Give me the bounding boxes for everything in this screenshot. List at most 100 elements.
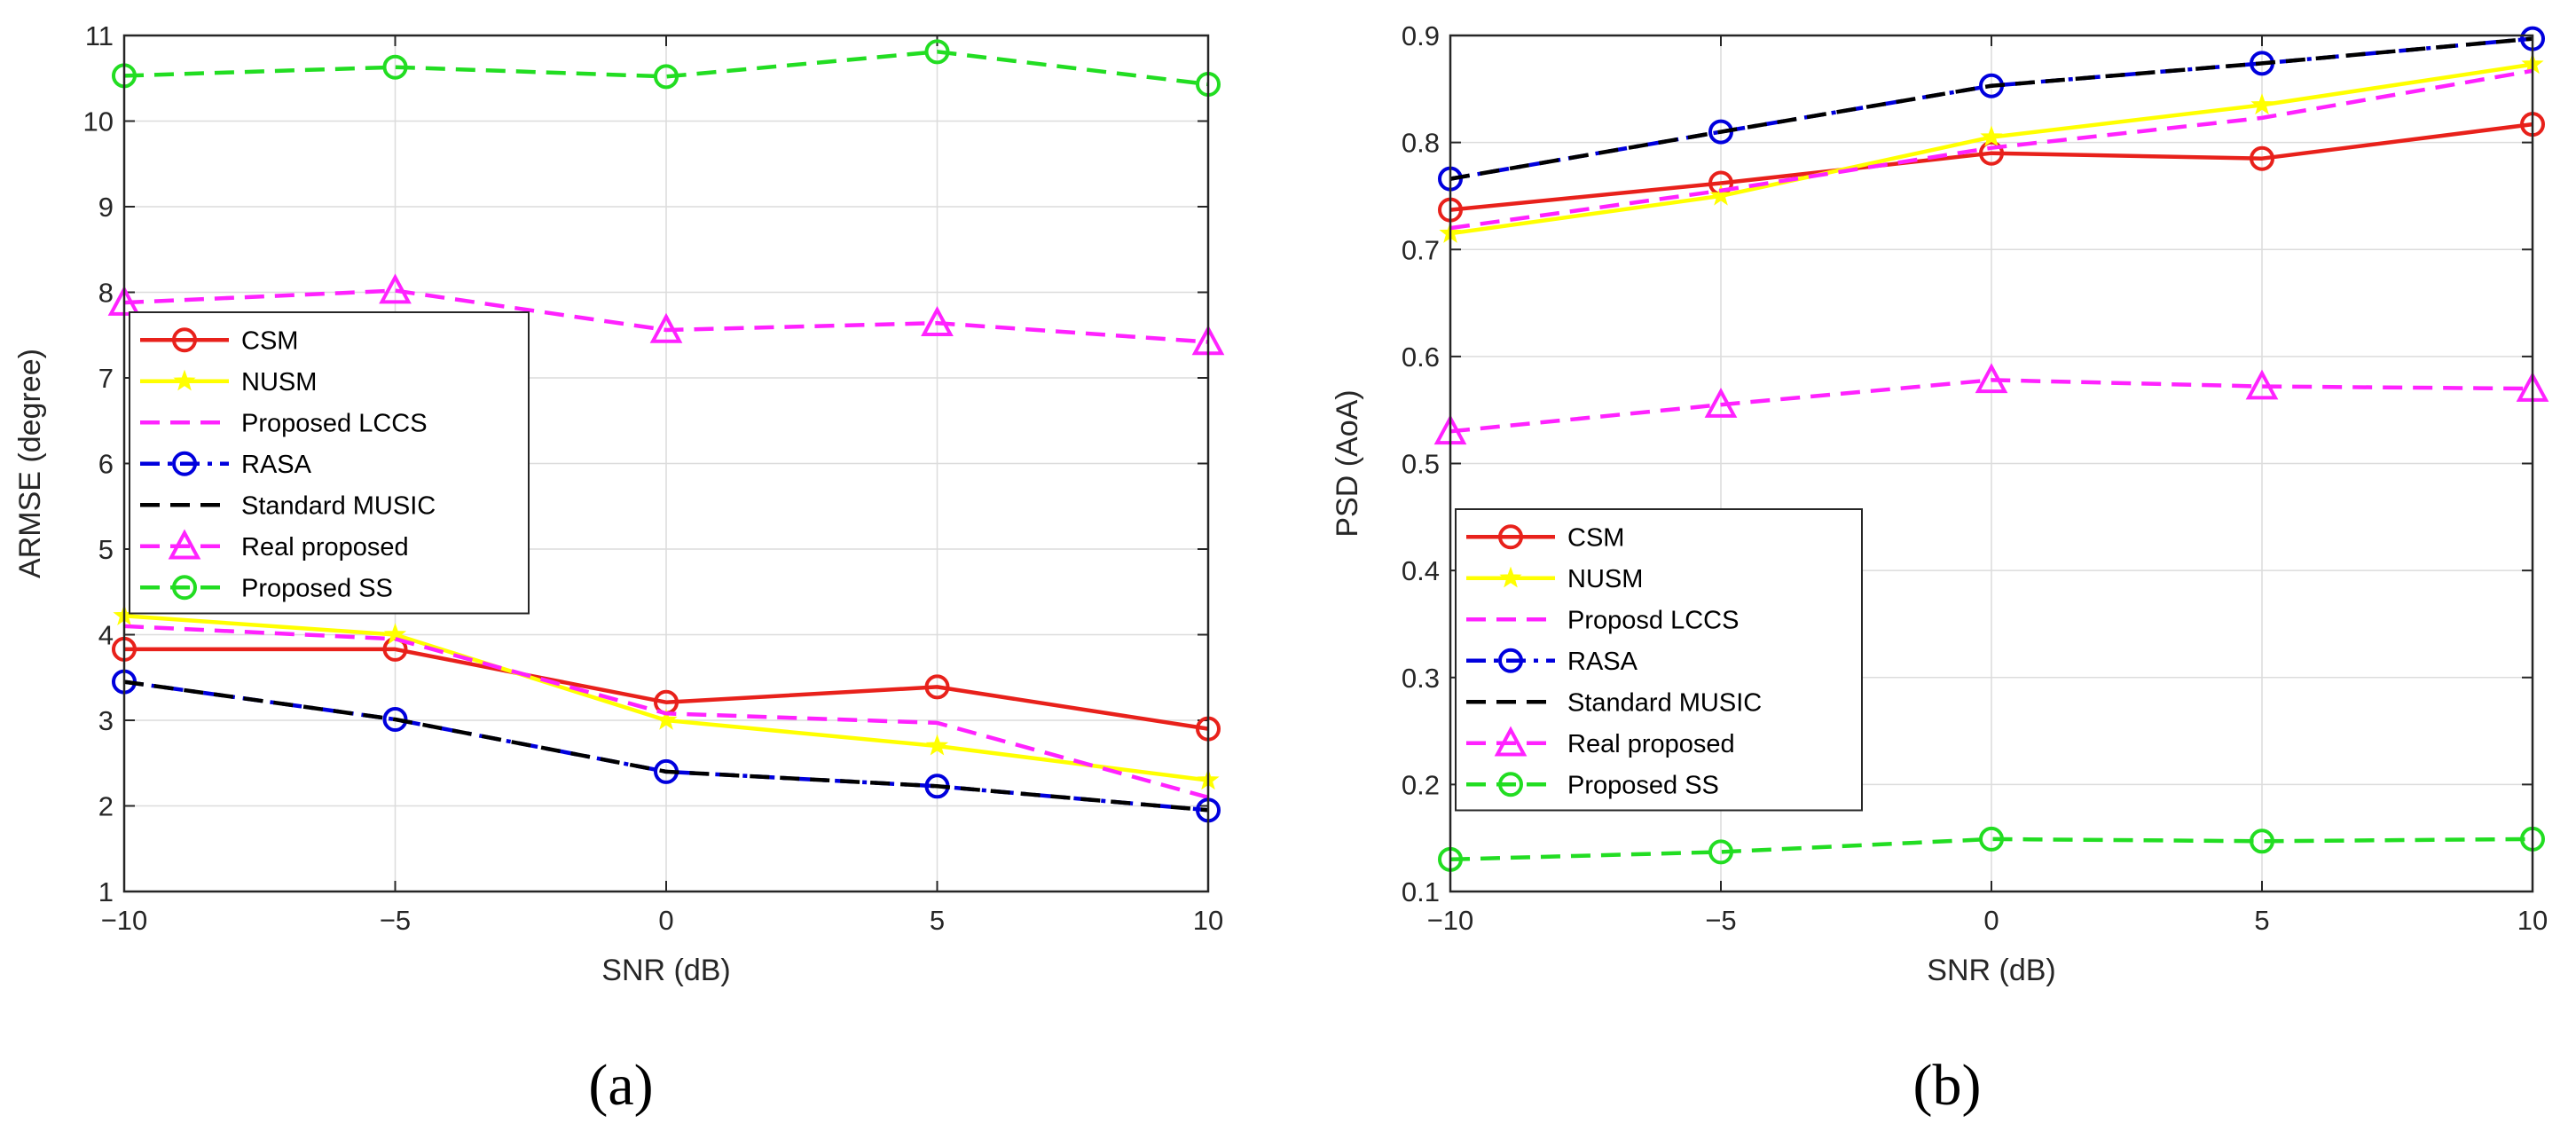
data-point bbox=[1704, 387, 1738, 418]
legend-marker bbox=[1498, 772, 1523, 797]
legend-label: RASA bbox=[1567, 648, 1638, 676]
series-proposd-lccs bbox=[1449, 68, 2533, 231]
y-tick-label: 8 bbox=[98, 278, 114, 309]
legend-marker bbox=[172, 327, 197, 353]
y-tick-label: 5 bbox=[98, 534, 114, 565]
y-tick-label: 6 bbox=[98, 449, 114, 480]
y-tick-label: 3 bbox=[98, 705, 114, 736]
y-axis-label: ARMSE (degree) bbox=[13, 349, 47, 578]
y-tick-label: 11 bbox=[85, 20, 114, 51]
y-tick-label: 0.3 bbox=[1402, 663, 1440, 694]
legend-label: Standard MUSIC bbox=[241, 491, 436, 520]
x-tick-label: 10 bbox=[2517, 905, 2548, 936]
legend-marker bbox=[1498, 524, 1523, 550]
data-point bbox=[2250, 145, 2274, 171]
y-tick-label: 0.7 bbox=[1402, 234, 1440, 265]
axes-box bbox=[1449, 34, 2534, 893]
legend-marker bbox=[172, 575, 197, 601]
legend-marker bbox=[1499, 566, 1522, 588]
data-point bbox=[924, 39, 950, 65]
legend-label: CSM bbox=[1567, 523, 1624, 552]
data-point bbox=[924, 674, 950, 700]
data-point bbox=[1980, 125, 2003, 147]
legend: CSM NUSM Proposed LCCS RASA Standard MUSIC Re… bbox=[129, 311, 530, 615]
y-tick-label: 10 bbox=[83, 106, 114, 137]
data-point bbox=[921, 306, 954, 336]
series-line bbox=[1449, 68, 2533, 231]
legend-label: NUSM bbox=[241, 368, 317, 397]
legend-label: Proposed LCCS bbox=[241, 409, 428, 437]
data-point bbox=[1975, 363, 2008, 394]
legend-label: Proposd LCCS bbox=[1567, 606, 1739, 634]
x-tick-label: −5 bbox=[1705, 905, 1736, 936]
data-point bbox=[1708, 839, 1733, 865]
x-tick-label: −5 bbox=[380, 905, 411, 936]
data-point bbox=[1979, 826, 2004, 852]
legend-marker bbox=[1494, 726, 1528, 757]
x-axis-label: SNR (dB) bbox=[1927, 954, 2055, 987]
legend-label: Real proposed bbox=[1567, 730, 1735, 758]
legend-label: CSM bbox=[241, 326, 298, 355]
data-point bbox=[655, 708, 678, 730]
legend-label: RASA bbox=[241, 451, 312, 479]
data-point bbox=[382, 54, 408, 80]
panel-label-a: (a) bbox=[588, 1053, 653, 1118]
data-point bbox=[379, 273, 412, 304]
axes-box bbox=[122, 34, 1210, 893]
x-tick-label: 5 bbox=[930, 905, 945, 936]
legend-label: Standard MUSIC bbox=[1567, 688, 1762, 717]
series-line bbox=[1449, 378, 2533, 434]
x-tick-label: 0 bbox=[658, 905, 673, 936]
y-tick-label: 0.9 bbox=[1402, 20, 1440, 51]
y-tick-label: 9 bbox=[98, 192, 114, 223]
x-axis-label: SNR (dB) bbox=[601, 954, 730, 987]
legend-label: Proposed SS bbox=[1567, 771, 1719, 799]
y-tick-label: 0.2 bbox=[1402, 769, 1440, 800]
data-point bbox=[383, 623, 407, 645]
data-point bbox=[649, 312, 683, 343]
legend-marker bbox=[1498, 648, 1523, 673]
series-line bbox=[124, 647, 1209, 731]
data-point bbox=[654, 64, 679, 90]
y-axis-label: PSD (AoA) bbox=[1331, 389, 1364, 537]
y-tick-label: 0.8 bbox=[1402, 128, 1440, 159]
y-tick-label: 4 bbox=[98, 620, 114, 651]
series-standard-music bbox=[123, 679, 1209, 813]
series-line bbox=[1449, 36, 2533, 181]
chart-b: −10 −5 0 5 10 0.1 0.2 0.3 0.4 0.5 0.6 0.7 0.8 0.9 SNR … bbox=[1331, 20, 2549, 987]
series-standard-music bbox=[1449, 36, 2533, 181]
y-tick-label: 0.1 bbox=[1402, 876, 1440, 907]
data-point bbox=[1709, 184, 1732, 206]
x-tick-label: 0 bbox=[1983, 905, 1999, 936]
y-tick-label: 1 bbox=[98, 876, 114, 907]
legend-label: Proposed SS bbox=[241, 574, 393, 602]
x-tick-label: −10 bbox=[1427, 905, 1474, 936]
data-point bbox=[1979, 140, 2004, 166]
chart-a: −10 −5 0 5 10 1 2 3 4 5 6 7 8 9 10 11 SNR (dB) ARMSE (deg… bbox=[13, 20, 1225, 987]
y-tick-label: 0.6 bbox=[1402, 342, 1440, 373]
data-point bbox=[2245, 369, 2279, 400]
series-line bbox=[123, 624, 1209, 800]
series-line bbox=[123, 288, 1209, 344]
series-line bbox=[123, 679, 1209, 813]
panel-label-b: (b) bbox=[1913, 1053, 1982, 1118]
legend-marker bbox=[172, 451, 197, 476]
legend-marker bbox=[168, 529, 201, 560]
legend-marker bbox=[173, 369, 196, 391]
legend: CSM NUSM Proposd LCCS RASA Standard MUSIC Rea… bbox=[1455, 508, 1863, 812]
series-proposed-lccs bbox=[123, 624, 1209, 800]
x-tick-label: 10 bbox=[1193, 905, 1223, 936]
series-line bbox=[1449, 122, 2533, 212]
series-line bbox=[123, 50, 1209, 87]
y-tick-label: 2 bbox=[98, 791, 114, 822]
y-tick-label: 0.5 bbox=[1402, 449, 1440, 480]
x-tick-label: −10 bbox=[101, 905, 148, 936]
series-real-proposed bbox=[1433, 363, 2549, 445]
legend-label: Real proposed bbox=[241, 533, 409, 562]
data-point bbox=[2250, 93, 2274, 115]
y-tick-label: 0.4 bbox=[1402, 555, 1440, 586]
data-point bbox=[2250, 829, 2274, 854]
y-tick-label: 7 bbox=[98, 363, 114, 394]
x-tick-label: 5 bbox=[2254, 905, 2269, 936]
